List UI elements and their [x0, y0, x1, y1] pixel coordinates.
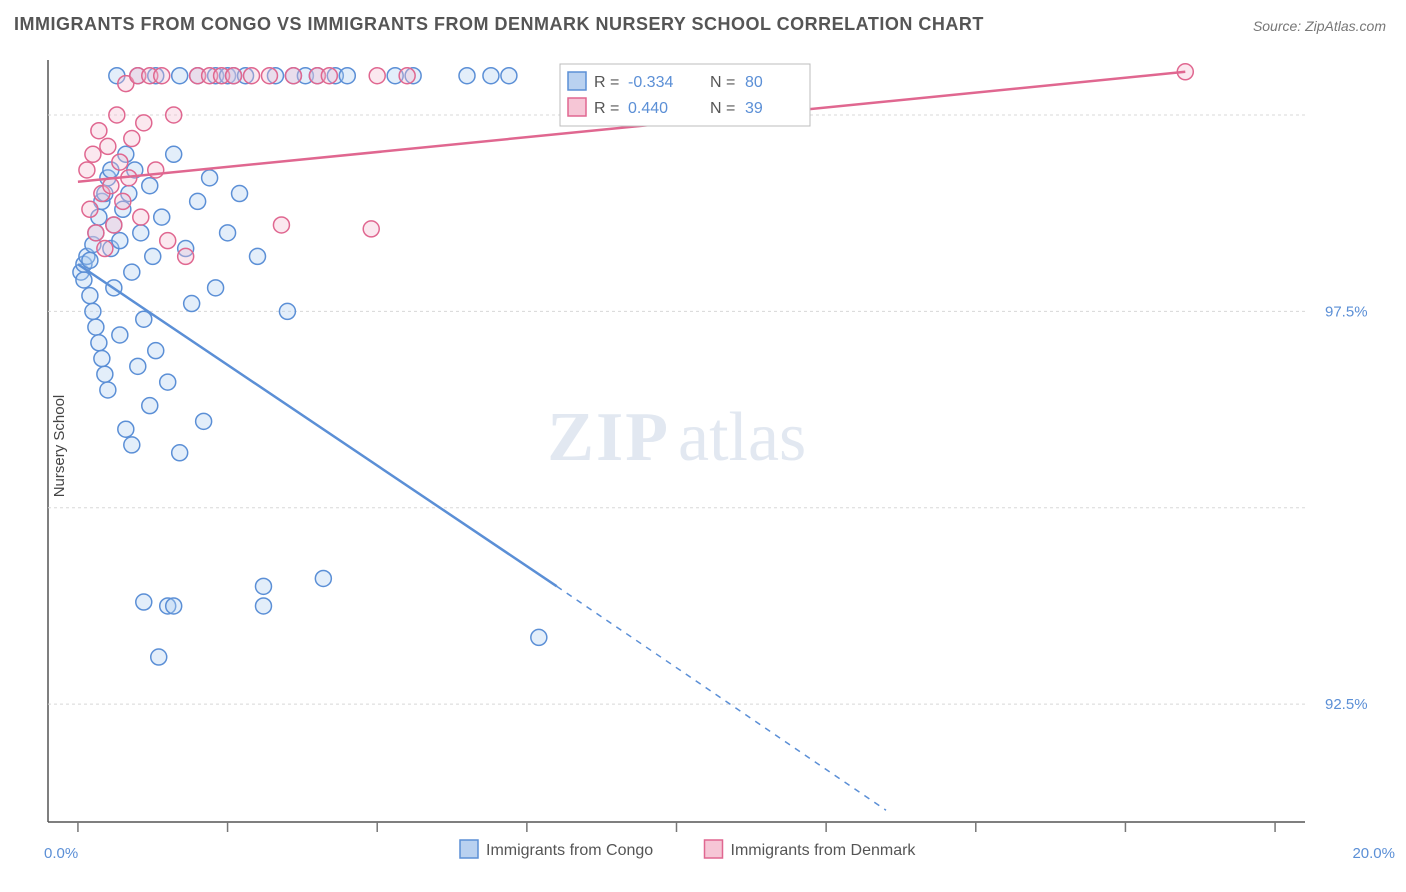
scatter-point: [166, 598, 182, 614]
scatter-point: [178, 248, 194, 264]
legend-series-label: Immigrants from Denmark: [731, 842, 917, 859]
scatter-point: [124, 437, 140, 453]
scatter-point: [85, 146, 101, 162]
scatter-point: [100, 382, 116, 398]
scatter-point: [166, 146, 182, 162]
scatter-point: [136, 594, 152, 610]
scatter-point: [255, 598, 271, 614]
scatter-point: [459, 68, 475, 84]
scatter-point: [226, 68, 242, 84]
scatter-point: [208, 280, 224, 296]
legend-n-label: N =: [710, 74, 735, 91]
legend-r-label: R =: [594, 74, 619, 91]
scatter-point: [82, 252, 98, 268]
scatter-point: [109, 107, 125, 123]
watermark: ZIPatlas: [547, 399, 806, 476]
scatter-point: [112, 233, 128, 249]
scatter-points-group: [73, 64, 1193, 665]
scatter-point: [154, 209, 170, 225]
scatter-point: [79, 162, 95, 178]
scatter-point: [250, 248, 266, 264]
y-tick-label: 97.5%: [1325, 303, 1368, 320]
scatter-point: [160, 233, 176, 249]
scatter-point: [531, 629, 547, 645]
scatter-point: [148, 343, 164, 359]
scatter-point: [100, 138, 116, 154]
svg-text:ZIP: ZIP: [547, 399, 670, 476]
scatter-point: [124, 264, 140, 280]
scatter-point: [220, 225, 236, 241]
scatter-point: [151, 649, 167, 665]
legend-swatch: [460, 840, 478, 858]
scatter-point: [115, 193, 131, 209]
scatter-point: [88, 319, 104, 335]
legend-swatch: [568, 98, 586, 116]
scatter-point: [112, 327, 128, 343]
scatter-point: [196, 413, 212, 429]
scatter-point: [97, 241, 113, 257]
scatter-point: [166, 107, 182, 123]
legend-swatch: [705, 840, 723, 858]
scatter-point: [285, 68, 301, 84]
scatter-point: [255, 578, 271, 594]
correlation-legend: R = -0.334 N = 80 R = 0.440 N = 39: [560, 64, 810, 126]
scatter-point: [133, 209, 149, 225]
scatter-point: [172, 68, 188, 84]
scatter-point: [91, 335, 107, 351]
scatter-point: [483, 68, 499, 84]
scatter-point: [94, 351, 110, 367]
x-tick-label: 20.0%: [1352, 845, 1395, 862]
series-legend: Immigrants from Congo Immigrants from Den…: [460, 840, 916, 859]
scatter-point: [124, 131, 140, 147]
scatter-point: [315, 570, 331, 586]
scatter-point: [273, 217, 289, 233]
scatter-point: [76, 272, 92, 288]
scatter-point: [184, 296, 200, 312]
scatter-point: [261, 68, 277, 84]
scatter-point: [142, 398, 158, 414]
scatter-point: [118, 421, 134, 437]
trend-line: [78, 264, 557, 586]
scatter-point: [232, 186, 248, 202]
legend-n-value: 39: [745, 100, 763, 117]
scatter-point: [130, 358, 146, 374]
scatter-point: [279, 303, 295, 319]
legend-r-value: 0.440: [628, 100, 668, 117]
legend-n-value: 80: [745, 74, 763, 91]
scatter-point: [202, 170, 218, 186]
scatter-point: [82, 201, 98, 217]
scatter-point: [321, 68, 337, 84]
scatter-point: [88, 225, 104, 241]
scatter-point: [145, 248, 161, 264]
scatter-chart: 92.5% 97.5% 0.0% 20.0% ZIPatlas R = -0.334 N = 8…: [0, 0, 1406, 892]
scatter-point: [244, 68, 260, 84]
svg-text:atlas: atlas: [678, 399, 806, 476]
scatter-point: [172, 445, 188, 461]
scatter-point: [154, 68, 170, 84]
trend-line-dashed: [557, 586, 886, 810]
legend-r-value: -0.334: [628, 74, 673, 91]
legend-swatch: [568, 72, 586, 90]
scatter-point: [501, 68, 517, 84]
scatter-point: [82, 288, 98, 304]
scatter-point: [142, 178, 158, 194]
scatter-point: [91, 123, 107, 139]
scatter-point: [339, 68, 355, 84]
scatter-point: [190, 193, 206, 209]
scatter-point: [97, 366, 113, 382]
scatter-point: [369, 68, 385, 84]
scatter-point: [112, 154, 128, 170]
scatter-point: [160, 374, 176, 390]
scatter-point: [106, 217, 122, 233]
legend-r-label: R =: [594, 100, 619, 117]
scatter-point: [85, 303, 101, 319]
scatter-point: [136, 115, 152, 131]
scatter-point: [363, 221, 379, 237]
legend-series-label: Immigrants from Congo: [486, 842, 653, 859]
y-tick-label: 92.5%: [1325, 696, 1368, 713]
scatter-point: [399, 68, 415, 84]
scatter-point: [133, 225, 149, 241]
x-tick-label: 0.0%: [44, 845, 78, 862]
legend-n-label: N =: [710, 100, 735, 117]
